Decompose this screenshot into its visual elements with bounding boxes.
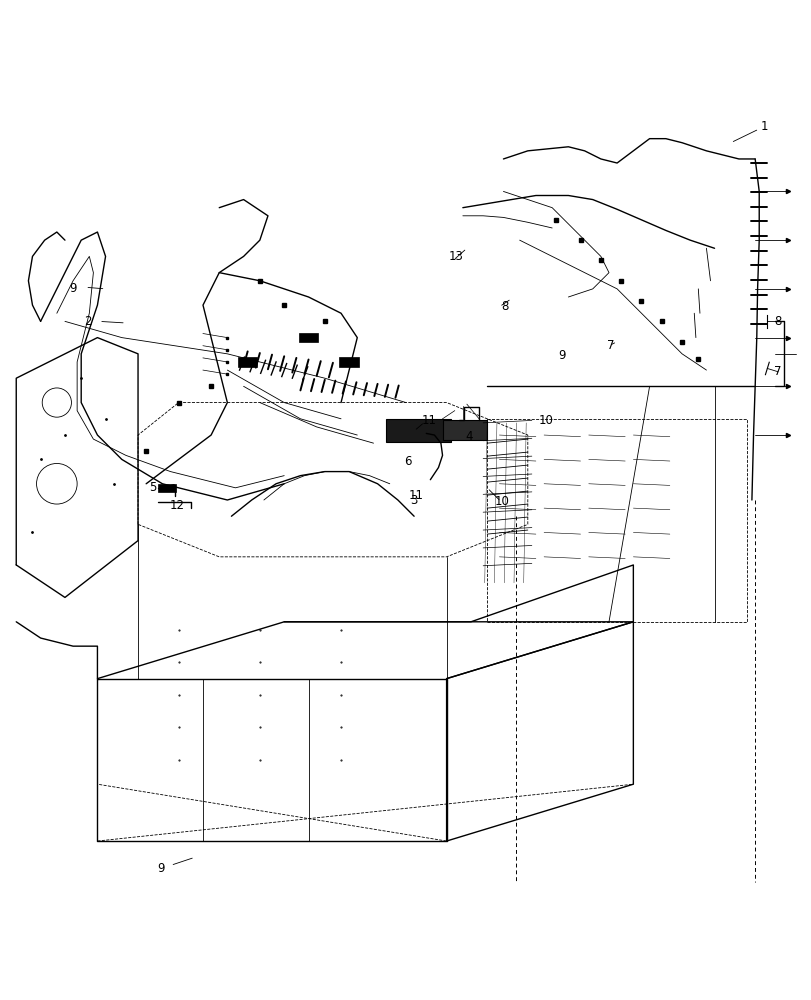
Bar (339, 357, 358, 367)
Text: 12: 12 (169, 499, 184, 512)
Text: 11: 11 (409, 489, 423, 502)
Text: 9: 9 (69, 282, 77, 295)
Bar (158, 484, 176, 492)
Bar (442, 420, 487, 440)
Text: 9: 9 (557, 349, 565, 362)
Text: 3: 3 (410, 493, 418, 506)
Bar (385, 419, 450, 442)
Text: 11: 11 (421, 414, 436, 427)
Text: 5: 5 (148, 481, 157, 494)
Bar (238, 357, 257, 367)
Text: 8: 8 (773, 315, 781, 328)
Text: 8: 8 (500, 300, 508, 313)
Text: 7: 7 (773, 365, 781, 378)
Text: 4: 4 (465, 430, 473, 443)
Bar (298, 333, 318, 342)
Text: 10: 10 (494, 495, 508, 508)
Text: 13: 13 (448, 250, 463, 263)
Text: 2: 2 (84, 315, 92, 328)
Text: 10: 10 (538, 414, 552, 427)
Text: 6: 6 (403, 455, 411, 468)
Text: 9: 9 (157, 862, 165, 875)
Text: 7: 7 (606, 339, 614, 352)
Text: 1: 1 (760, 120, 768, 133)
